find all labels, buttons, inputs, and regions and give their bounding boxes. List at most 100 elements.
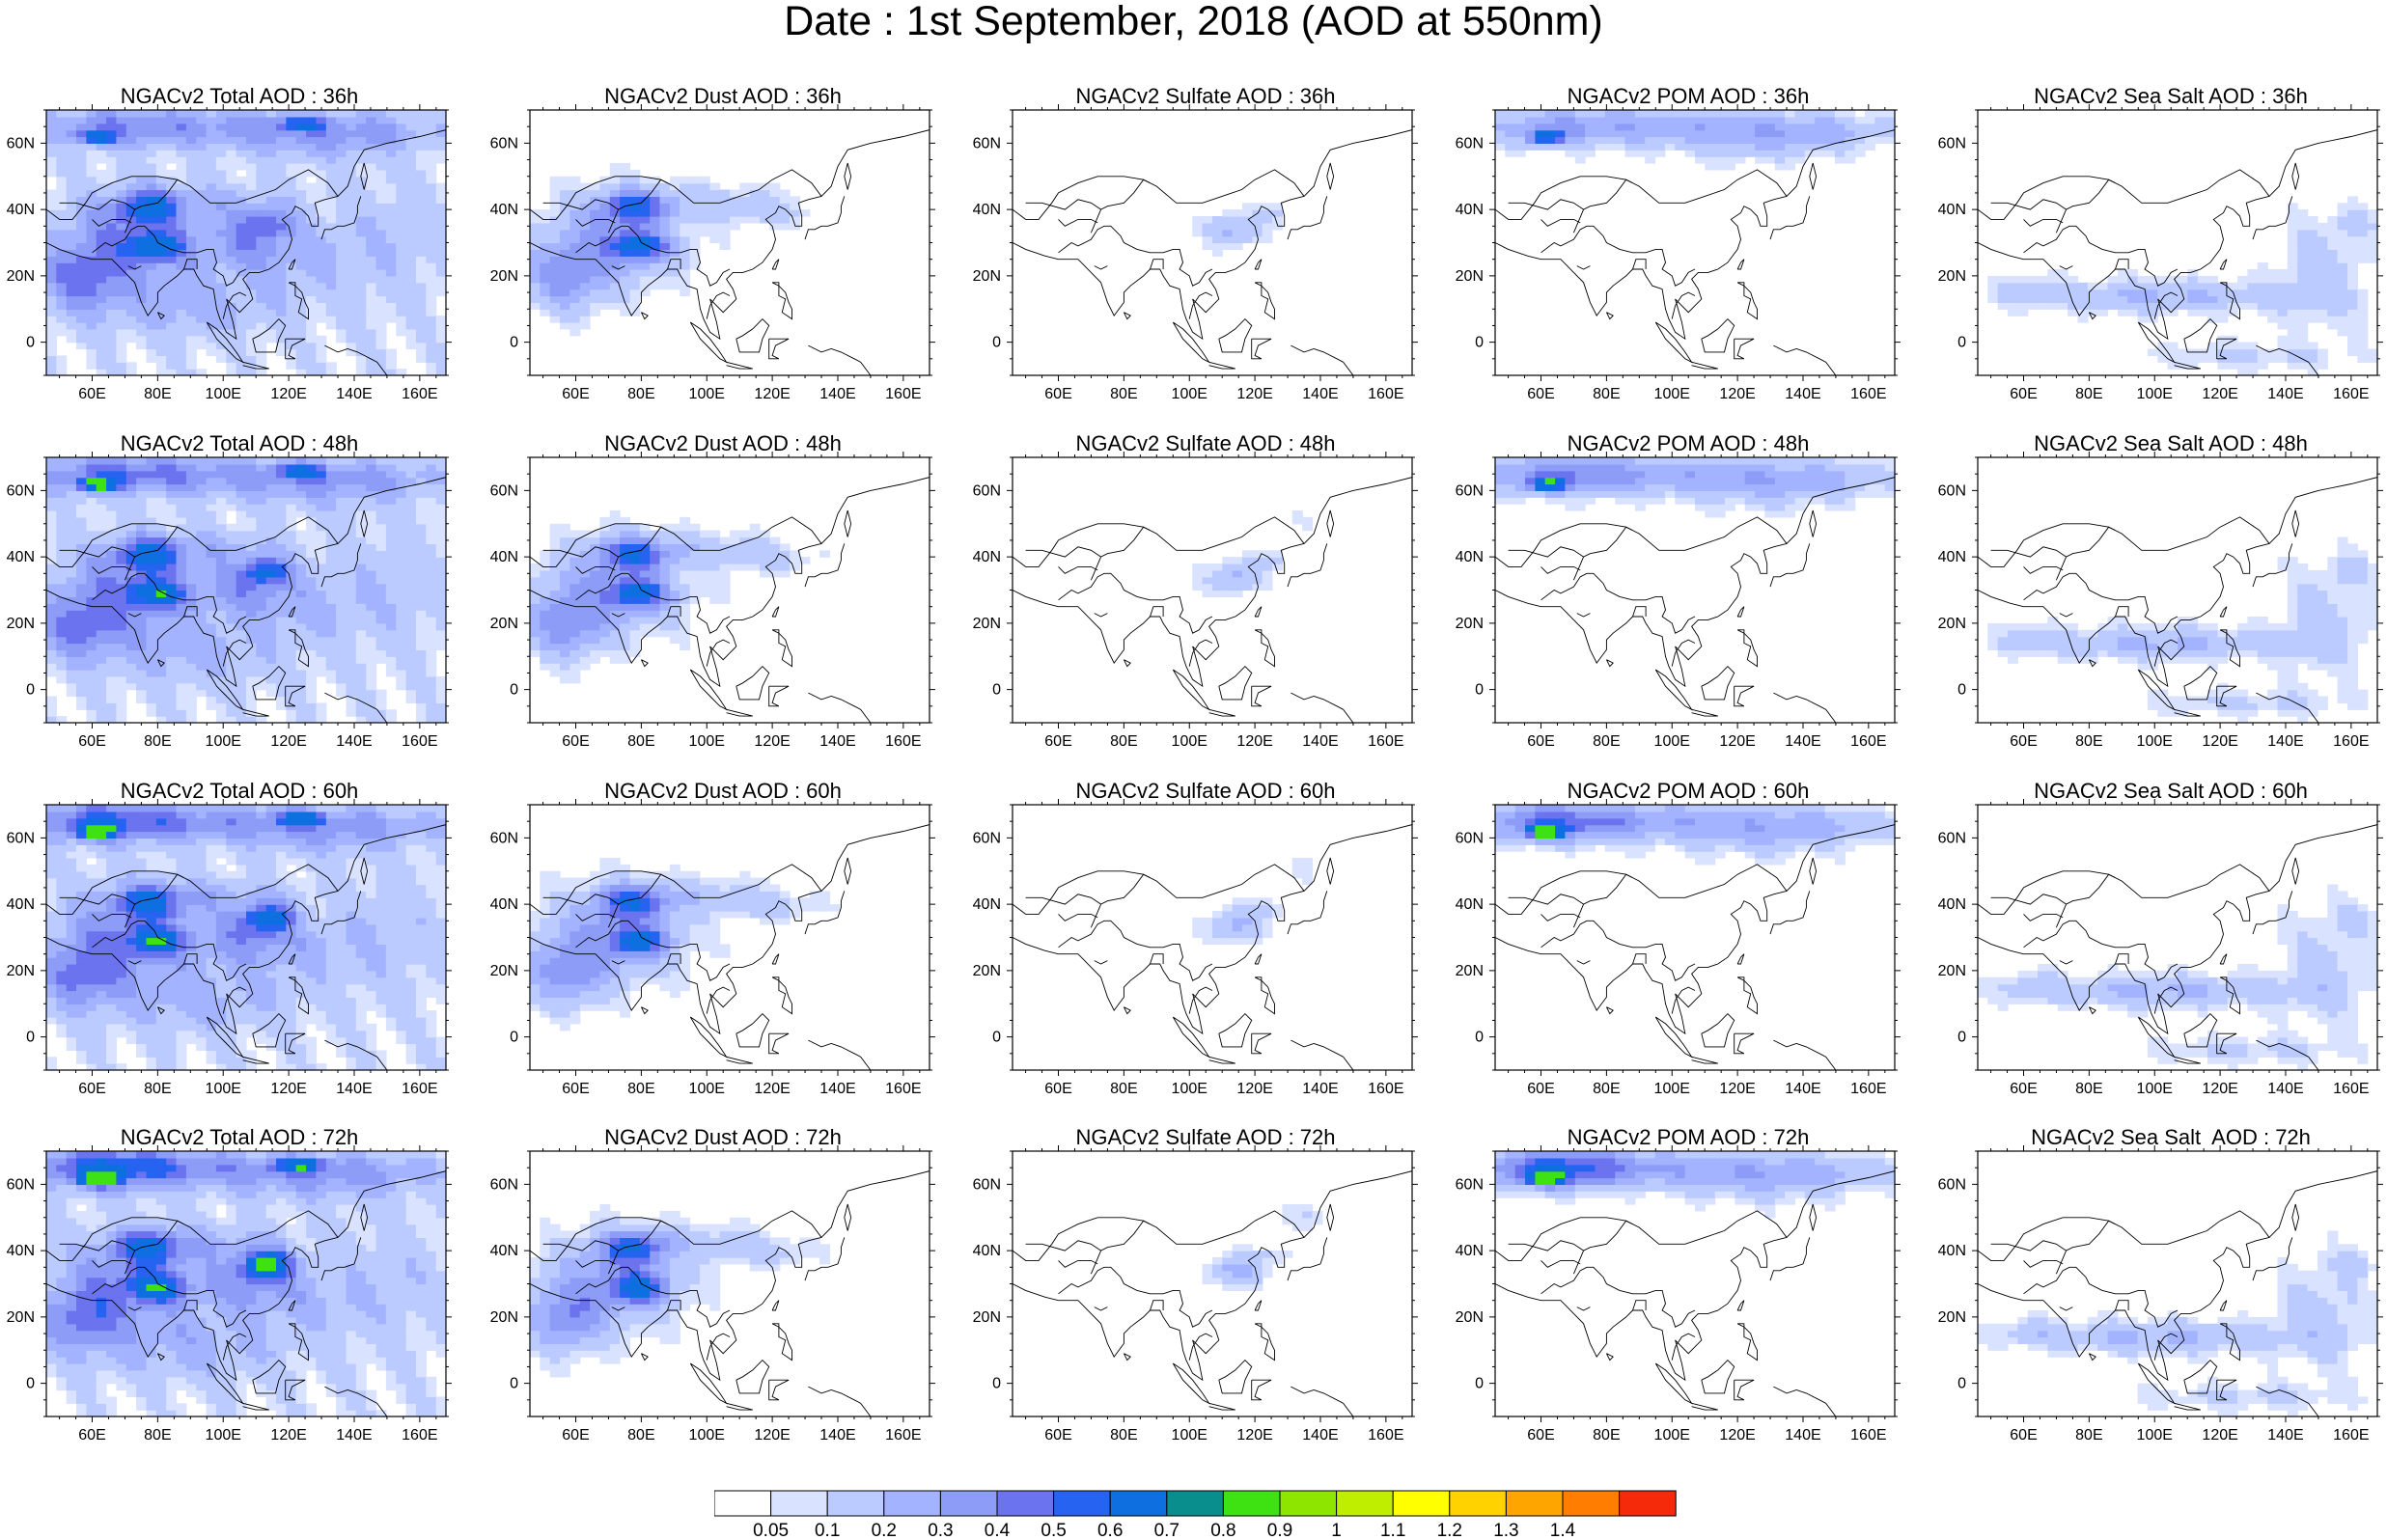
axis-ticks [1972, 104, 2383, 381]
aod-field [1495, 805, 1895, 866]
axis-ticks [1972, 1145, 2383, 1422]
lon-tick-label: 60E [78, 733, 105, 750]
lon-tick-label: 60E [562, 386, 589, 402]
lon-tick-label: 60E [1044, 1427, 1071, 1444]
aod-map: 60E 80E 100E 120E 140E 160E 0 20N 40N 60N [490, 104, 935, 402]
map-panel-sulfate-60h: NGACv2 Sulfate AOD : 60h 60E 80E 100E 120E 14… [964, 780, 1447, 1132]
colorbar-box [1392, 1490, 1451, 1517]
lon-tick-label: 120E [1236, 733, 1272, 750]
lon-tick-label: 100E [689, 386, 725, 402]
lon-tick-label: 80E [1110, 1427, 1137, 1444]
lat-tick-label: 20N [973, 616, 1001, 632]
lon-tick-label: 60E [78, 1081, 105, 1097]
lon-tick-label: 80E [2075, 733, 2102, 750]
aod-field [1495, 457, 1895, 518]
aod-map: 60E 80E 100E 120E 140E 160E 0 20N 40N 60N [7, 1145, 452, 1444]
map-panel-total-72h: NGACv2 Total AOD : 72h 60E 80E 100E 120E 140E… [0, 1126, 481, 1478]
lat-tick-label: 0 [1957, 1030, 1966, 1046]
lat-tick-label: 20N [490, 1309, 518, 1326]
panel-title: NGACv2 Total AOD : 48h [120, 431, 359, 455]
lon-tick-label: 140E [1302, 1081, 1338, 1097]
aod-map: 60E 80E 100E 120E 140E 160E 0 20N 40N 60N [1938, 1145, 2383, 1444]
lon-tick-label: 80E [144, 1081, 171, 1097]
lat-tick-label: 60N [973, 1176, 1001, 1193]
lon-tick-label: 100E [1172, 733, 1207, 750]
axis-ticks [1007, 799, 1418, 1076]
lat-tick-label: 0 [26, 1030, 35, 1046]
lat-tick-label: 20N [490, 616, 518, 632]
aod-field [1192, 510, 1314, 597]
coastlines [1013, 824, 1412, 1070]
lat-tick-label: 60N [1938, 1176, 1966, 1193]
lon-tick-label: 100E [2137, 1081, 2173, 1097]
lon-tick-label: 160E [1368, 1081, 1403, 1097]
lon-tick-label: 100E [206, 386, 241, 402]
lat-tick-label: 40N [7, 549, 35, 565]
lat-tick-label: 40N [490, 896, 518, 913]
lon-tick-label: 160E [402, 1427, 437, 1444]
panel-title: NGACv2 Sea Salt AOD : 72h [2031, 1125, 2311, 1149]
lat-tick-label: 0 [1475, 335, 1484, 351]
lon-tick-label: 100E [1654, 733, 1690, 750]
lon-tick-label: 120E [270, 1081, 306, 1097]
lon-tick-label: 60E [78, 1427, 105, 1444]
lon-tick-label: 100E [1172, 1427, 1207, 1444]
lat-tick-label: 40N [1456, 202, 1484, 218]
lat-tick-label: 40N [490, 202, 518, 218]
colorbar-level-label: 0.3 [928, 1521, 953, 1540]
axis-ticks [1489, 799, 1901, 1076]
lat-tick-label: 40N [1938, 202, 1966, 218]
aod-map: 60E 80E 100E 120E 140E 160E 0 20N 40N 60N [7, 452, 452, 750]
lat-tick-label: 0 [992, 682, 1001, 699]
aod-map: 60E 80E 100E 120E 140E 160E 0 20N 40N 60N [1456, 1145, 1901, 1444]
lon-tick-label: 100E [1172, 1081, 1207, 1097]
lon-tick-label: 60E [1044, 1081, 1071, 1097]
colorbar-level-label: 0.9 [1267, 1521, 1292, 1540]
lon-tick-label: 80E [2075, 1427, 2102, 1444]
panel-title: NGACv2 Sulfate AOD : 72h [1075, 1125, 1336, 1149]
lat-tick-label: 60N [490, 135, 518, 151]
coastlines [530, 824, 930, 1070]
lon-tick-label: 160E [1850, 1427, 1886, 1444]
lat-tick-label: 60N [1938, 830, 1966, 846]
panel-title: NGACv2 Total AOD : 60h [120, 779, 359, 803]
lat-tick-label: 20N [973, 1309, 1001, 1326]
aod-field [1192, 203, 1284, 257]
lon-tick-label: 100E [2137, 733, 2173, 750]
aod-map: 60E 80E 100E 120E 140E 160E 0 20N 40N 60N [7, 799, 452, 1097]
lat-tick-label: 0 [992, 335, 1001, 351]
lat-tick-label: 20N [7, 268, 35, 285]
lat-tick-label: 60N [490, 830, 518, 846]
lon-tick-label: 80E [144, 1427, 171, 1444]
lon-tick-label: 140E [2267, 1427, 2303, 1444]
colorbar-level-label: 1 [1331, 1521, 1342, 1540]
colorbar-box [1336, 1490, 1394, 1517]
coastlines [1495, 824, 1895, 1070]
coastlines [46, 129, 446, 375]
lat-tick-label: 60N [7, 135, 35, 151]
lat-tick-label: 20N [1456, 963, 1484, 979]
lat-tick-label: 0 [26, 682, 35, 699]
aod-field [530, 163, 811, 337]
lon-tick-label: 80E [1593, 386, 1620, 402]
lon-tick-label: 80E [627, 1427, 654, 1444]
colorbar-box [996, 1490, 1055, 1517]
aod-map: 60E 80E 100E 120E 140E 160E 0 20N 40N 60N [1938, 452, 2383, 750]
panel-title: NGACv2 Total AOD : 36h [120, 84, 359, 108]
lat-tick-label: 20N [1456, 616, 1484, 632]
lat-tick-label: 20N [1456, 268, 1484, 285]
lon-tick-label: 140E [819, 1427, 855, 1444]
map-panel-total-48h: NGACv2 Total AOD : 48h 60E 80E 100E 120E 140E… [0, 432, 481, 784]
lon-tick-label: 80E [2075, 1081, 2102, 1097]
lon-tick-label: 60E [2010, 1427, 2037, 1444]
lat-tick-label: 60N [7, 830, 35, 846]
aod-field [1495, 110, 1895, 171]
lon-tick-label: 100E [2137, 1427, 2173, 1444]
map-panel-pom-60h: NGACv2 POM AOD : 60h 60E 80E 100E 120E 140E 16… [1447, 780, 1929, 1132]
lat-tick-label: 40N [973, 202, 1001, 218]
lon-tick-label: 120E [1719, 1081, 1755, 1097]
panel-title: NGACv2 POM AOD : 60h [1567, 779, 1810, 803]
coastlines [530, 477, 930, 723]
lon-tick-label: 60E [78, 386, 105, 402]
lat-tick-label: 60N [1456, 135, 1484, 151]
